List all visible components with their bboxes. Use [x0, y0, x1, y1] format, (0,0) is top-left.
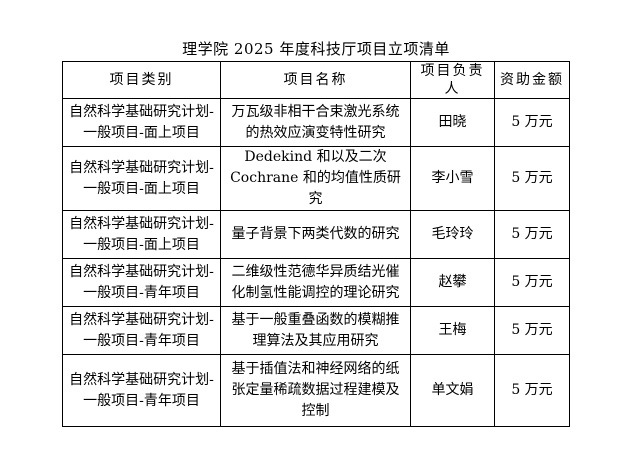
table-row: 自然科学基础研究计划- 一般项目-面上项目 万瓦级非相干合束激光系统 的热效应演… — [62, 98, 570, 147]
cell-category: 自然科学基础研究计划- 一般项目-青年项目 — [62, 306, 221, 355]
cell-amount: 5 万元 — [494, 210, 570, 259]
cell-amount: 5 万元 — [494, 98, 570, 147]
column-header-name: 项目名称 — [220, 61, 411, 99]
table-row: 自然科学基础研究计划- 一般项目-青年项目 二维级性范德华异质结光催 化制氢性能… — [62, 258, 570, 307]
table-row: 自然科学基础研究计划- 一般项目-青年项目 基于一般重叠函数的模糊推 理算法及其… — [62, 306, 570, 355]
cell-category: 自然科学基础研究计划- 一般项目-面上项目 — [62, 146, 221, 211]
cell-project-name: Dedekind 和以及二次 Cochrane 和的均值性质研究 — [220, 146, 411, 211]
column-header-leader: 项目负责人 — [410, 61, 495, 99]
cell-amount: 5 万元 — [494, 306, 570, 355]
table-row: 自然科学基础研究计划- 一般项目-面上项目 Dedekind 和以及二次 Coc… — [62, 146, 570, 211]
cell-category: 自然科学基础研究计划- 一般项目-面上项目 — [62, 98, 221, 147]
cell-project-name: 基于插值法和神经网络的纸 张定量稀疏数据过程建模及 控制 — [220, 354, 411, 427]
cell-category: 自然科学基础研究计划- 一般项目-面上项目 — [62, 210, 221, 259]
cell-leader: 单文娟 — [410, 354, 495, 427]
cell-amount: 5 万元 — [494, 146, 570, 211]
table-row: 自然科学基础研究计划- 一般项目-面上项目 量子背景下两类代数的研究 毛玲玲 5… — [62, 210, 570, 259]
cell-category: 自然科学基础研究计划- 一般项目-青年项目 — [62, 354, 221, 427]
cell-leader: 王梅 — [410, 306, 495, 355]
cell-leader: 毛玲玲 — [410, 210, 495, 259]
cell-project-name: 万瓦级非相干合束激光系统 的热效应演变特性研究 — [220, 98, 411, 147]
cell-category: 自然科学基础研究计划- 一般项目-青年项目 — [62, 258, 221, 307]
table-header-row: 项目类别 项目名称 项目负责人 资助金额 — [62, 61, 570, 99]
cell-leader: 李小雪 — [410, 146, 495, 211]
cell-amount: 5 万元 — [494, 354, 570, 427]
cell-project-name: 基于一般重叠函数的模糊推 理算法及其应用研究 — [220, 306, 411, 355]
cell-amount: 5 万元 — [494, 258, 570, 307]
column-header-category: 项目类别 — [62, 61, 221, 99]
projects-table: 项目类别 项目名称 项目负责人 资助金额 自然科学基础研究计划- 一般项目-面上… — [62, 61, 570, 427]
cell-project-name: 二维级性范德华异质结光催 化制氢性能调控的理论研究 — [220, 258, 411, 307]
cell-project-name: 量子背景下两类代数的研究 — [220, 210, 411, 259]
page-title: 理学院 2025 年度科技厅项目立项清单 — [182, 40, 450, 58]
column-header-amount: 资助金额 — [494, 61, 570, 99]
cell-leader: 田晓 — [410, 98, 495, 147]
cell-leader: 赵攀 — [410, 258, 495, 307]
table-row: 自然科学基础研究计划- 一般项目-青年项目 基于插值法和神经网络的纸 张定量稀疏… — [62, 354, 570, 427]
